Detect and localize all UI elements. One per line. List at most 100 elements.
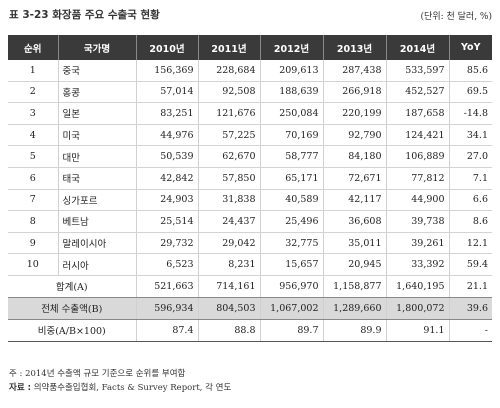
value-2012-cell: 58,777 (260, 145, 324, 168)
sum-2012-cell: 956,970 (260, 274, 324, 298)
yoy-cell: 12.1 (449, 232, 492, 255)
value-2014-cell: 39,738 (386, 210, 450, 233)
value-2014-cell: 44,900 (386, 189, 450, 212)
sum-yoy-cell: 21.1 (449, 274, 492, 298)
country-cell: 베트남 (58, 210, 137, 233)
yoy-cell: 27.0 (449, 145, 492, 168)
value-2012-cell: 209,613 (260, 60, 324, 82)
value-2011-cell: 29,042 (198, 232, 261, 255)
value-2010-cell: 25,514 (136, 210, 199, 233)
rank-cell: 7 (8, 189, 59, 212)
sum-2010-cell: 521,663 (136, 274, 199, 298)
ratio-2013-cell: 89.9 (323, 319, 387, 342)
source-key: 자료 : (9, 383, 31, 393)
value-2012-cell: 250,084 (260, 102, 324, 125)
rank-cell: 6 (8, 167, 59, 190)
sum-label: 합계(A) (8, 274, 137, 298)
yoy-cell: 7.1 (449, 167, 492, 190)
yoy-cell: 34.1 (449, 124, 492, 147)
value-2010-cell: 50,539 (136, 145, 199, 168)
country-cell: 일본 (58, 102, 137, 125)
col-header-2010: 2010년 (136, 35, 199, 60)
yoy-cell: 69.5 (449, 81, 492, 104)
value-2011-cell: 57,225 (198, 124, 261, 147)
country-cell: 러시아 (58, 253, 137, 276)
value-2010-cell: 6,523 (136, 253, 199, 276)
total-2014-cell: 1,800,072 (386, 297, 450, 320)
country-cell: 중국 (58, 60, 137, 82)
table-row: 8 베트남 25,514 24,437 25,496 36,608 39,738… (8, 210, 492, 233)
value-2011-cell: 228,684 (198, 60, 261, 82)
table-row: 9 말레이시아 29,732 29,042 32,775 35,011 39,2… (8, 232, 492, 255)
ratio-row: 비중(A/B×100) 87.4 88.8 89.7 89.9 91.1 - (8, 319, 492, 342)
sum-2013-cell: 1,158,877 (323, 274, 387, 298)
value-2011-cell: 62,670 (198, 145, 261, 168)
value-2014-cell: 124,421 (386, 124, 450, 147)
value-2011-cell: 121,676 (198, 102, 261, 125)
rank-cell: 5 (8, 145, 59, 168)
ratio-yoy-cell: - (449, 319, 492, 342)
yoy-cell: 59.4 (449, 253, 492, 276)
col-header-rank: 순위 (8, 35, 59, 60)
ratio-2012-cell: 89.7 (260, 319, 324, 342)
country-cell: 미국 (58, 124, 137, 147)
value-2013-cell: 35,011 (323, 232, 387, 255)
ratio-2011-cell: 88.8 (198, 319, 261, 342)
value-2013-cell: 20,945 (323, 253, 387, 276)
total-row: 전체 수출액(B) 596,934 804,503 1,067,002 1,28… (8, 297, 492, 320)
value-2010-cell: 44,976 (136, 124, 199, 147)
value-2010-cell: 29,732 (136, 232, 199, 255)
col-header-country: 국가명 (58, 35, 137, 60)
col-header-2012: 2012년 (260, 35, 324, 60)
total-2012-cell: 1,067,002 (260, 297, 324, 320)
value-2014-cell: 33,392 (386, 253, 450, 276)
value-2012-cell: 70,169 (260, 124, 324, 147)
yoy-cell: 8.6 (449, 210, 492, 233)
value-2014-cell: 187,658 (386, 102, 450, 125)
table-row: 5 대만 50,539 62,670 58,777 84,180 106,889… (8, 145, 492, 168)
yoy-cell: 85.6 (449, 60, 492, 82)
rank-cell: 10 (8, 253, 59, 276)
sum-2011-cell: 714,161 (198, 274, 261, 298)
table-row: 3 일본 83,251 121,676 250,084 220,199 187,… (8, 102, 492, 125)
rank-cell: 8 (8, 210, 59, 233)
value-2011-cell: 24,437 (198, 210, 261, 233)
table-row: 4 미국 44,976 57,225 70,169 92,790 124,421… (8, 124, 492, 147)
country-cell: 말레이시아 (58, 232, 137, 255)
value-2013-cell: 42,117 (323, 189, 387, 212)
value-2011-cell: 31,838 (198, 189, 261, 212)
value-2013-cell: 84,180 (323, 145, 387, 168)
source-text: 의약품수출입협회, Facts & Survey Report, 각 연도 (33, 383, 232, 393)
col-header-2013: 2013년 (323, 35, 387, 60)
value-2012-cell: 15,657 (260, 253, 324, 276)
value-2012-cell: 65,171 (260, 167, 324, 190)
value-2010-cell: 24,903 (136, 189, 199, 212)
yoy-cell: -14.8 (449, 102, 492, 125)
value-2012-cell: 40,589 (260, 189, 324, 212)
value-2014-cell: 39,261 (386, 232, 450, 255)
header-row: 순위 국가명 2010년 2011년 2012년 2013년 2014년 YoY (8, 35, 492, 60)
total-label: 전체 수출액(B) (8, 297, 137, 320)
table-caption: 표 3-23 화장품 주요 수출국 현황 (9, 9, 160, 21)
table-row: 7 싱가포르 24,903 31,838 40,589 42,117 44,90… (8, 189, 492, 212)
source-line: 자료 : 의약품수출입협회, Facts & Survey Report, 각 … (9, 381, 231, 395)
table-row: 1 중국 156,369 228,684 209,613 287,438 533… (8, 60, 492, 82)
value-2012-cell: 188,639 (260, 81, 324, 104)
value-2010-cell: 83,251 (136, 102, 199, 125)
ratio-2014-cell: 91.1 (386, 319, 450, 342)
col-header-yoy: YoY (449, 35, 492, 60)
value-2012-cell: 32,775 (260, 232, 324, 255)
col-header-2011: 2011년 (198, 35, 261, 60)
total-2013-cell: 1,289,660 (323, 297, 387, 320)
sum-2014-cell: 1,640,195 (386, 274, 450, 298)
value-2011-cell: 92,508 (198, 81, 261, 104)
col-header-2014: 2014년 (386, 35, 450, 60)
sum-row: 합계(A) 521,663 714,161 956,970 1,158,877 … (8, 274, 492, 298)
rank-cell: 3 (8, 102, 59, 125)
rank-cell: 9 (8, 232, 59, 255)
unit-label: (단위: 천 달러, %) (420, 12, 492, 22)
rank-cell: 2 (8, 81, 59, 104)
ratio-2010-cell: 87.4 (136, 319, 199, 342)
country-cell: 태국 (58, 167, 137, 190)
yoy-cell: 6.6 (449, 189, 492, 212)
